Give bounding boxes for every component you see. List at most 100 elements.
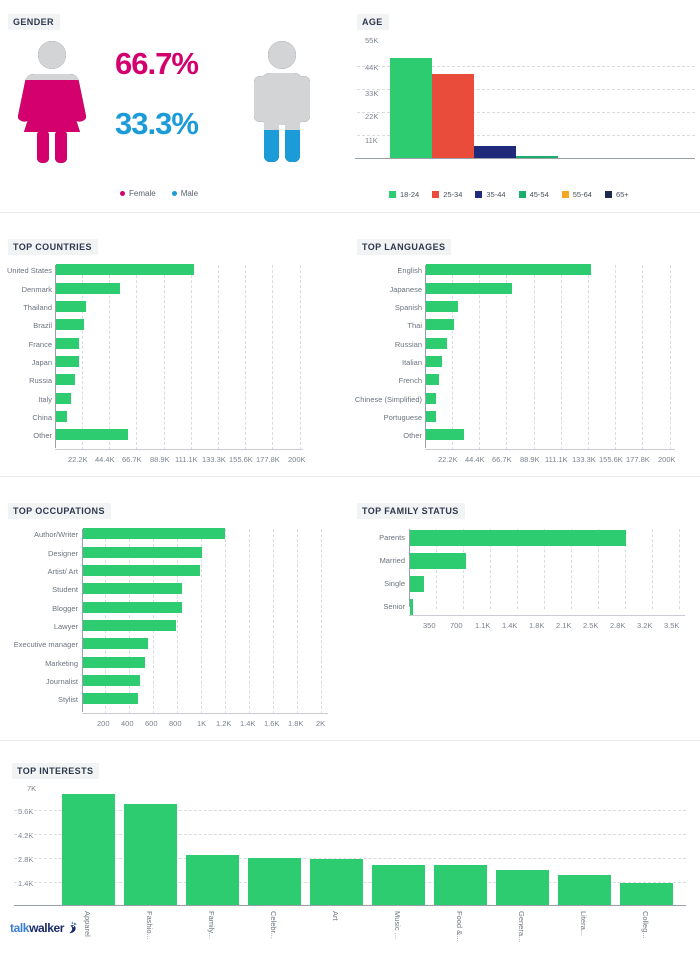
interests-bar-2[interactable] <box>186 855 239 905</box>
countries-y-axis <box>55 265 56 448</box>
countries-bar-6[interactable] <box>56 374 75 385</box>
occupations-bar-2[interactable] <box>83 565 200 576</box>
occupations-bar-8[interactable] <box>83 675 140 686</box>
panel-top-occupations: TOP OCCUPATIONS Author/Writer Designer A… <box>0 477 347 740</box>
family-bar-2[interactable] <box>410 576 424 592</box>
interests-cat-2: Family... <box>207 911 216 939</box>
interests-gridline-2-8k <box>14 858 686 859</box>
interests-ytick-1: 2.8K <box>18 855 34 864</box>
occupations-bar-5[interactable] <box>83 620 176 631</box>
family-xtick-6: 2.5K <box>583 621 599 630</box>
languages-bar-0[interactable] <box>426 264 591 275</box>
legend-dot-male-icon <box>171 191 177 196</box>
countries-xtick-0: 22.2K <box>68 455 88 464</box>
occupations-bar-1[interactable] <box>83 547 202 558</box>
languages-bar-7[interactable] <box>426 393 436 404</box>
languages-bar-6[interactable] <box>426 374 439 385</box>
legend-item-35-44: 35-44 <box>475 190 506 199</box>
languages-bar-4[interactable] <box>426 338 447 349</box>
logo-text-talk: talk <box>10 921 30 935</box>
age-gridline-22k <box>357 112 695 113</box>
occupations-bar-7[interactable] <box>83 657 145 668</box>
occupations-xtick-3: 800 <box>169 719 182 728</box>
countries-xtick-3: 88.9K <box>150 455 170 464</box>
family-gridline-6 <box>571 529 572 609</box>
interests-bar-3[interactable] <box>248 858 301 905</box>
languages-cat-0: English <box>397 266 422 275</box>
languages-bar-5[interactable] <box>426 356 442 367</box>
age-bar-35-44[interactable] <box>474 146 516 158</box>
legend-label-25-34: 25-34 <box>443 190 463 199</box>
age-bar-45-54[interactable] <box>516 156 558 158</box>
countries-bar-5[interactable] <box>56 356 79 367</box>
logo-text-walker: walker <box>29 921 65 935</box>
interests-ytick-4: 7K <box>27 784 37 793</box>
interests-bar-0[interactable] <box>62 794 115 905</box>
occupations-bar-9[interactable] <box>83 693 138 704</box>
countries-bar-0[interactable] <box>56 264 194 275</box>
family-xtick-9: 3.5K <box>664 621 680 630</box>
age-bar-25-34[interactable] <box>432 74 474 158</box>
countries-cat-6: Russia <box>29 376 52 385</box>
languages-bar-3[interactable] <box>426 319 454 330</box>
occupations-xtick-2: 600 <box>145 719 158 728</box>
family-bar-1[interactable] <box>410 553 466 569</box>
occupations-bar-4[interactable] <box>83 602 182 613</box>
family-gridline-9 <box>652 529 653 609</box>
occupations-bar-3[interactable] <box>83 583 182 594</box>
legend-label-18-24: 18-24 <box>400 190 420 199</box>
languages-cat-1: Japanese <box>389 285 422 294</box>
interests-bar-7[interactable] <box>496 870 549 905</box>
occupations-cat-7: Marketing <box>45 659 78 668</box>
interests-bar-4[interactable] <box>310 859 363 905</box>
family-bar-0[interactable] <box>410 530 626 546</box>
legend-label-female: Female <box>129 189 156 198</box>
occupations-gridline-10 <box>321 529 322 714</box>
family-gridline-5 <box>544 529 545 609</box>
panel-top-interests: TOP INTERESTS 7K 5.6K 4.2K 2.8K 1.4K App… <box>0 741 700 957</box>
divider-row-1 <box>0 212 700 213</box>
panel-title-top-family-status: TOP FAMILY STATUS <box>357 503 465 519</box>
interests-bar-6[interactable] <box>434 865 487 905</box>
female-percentage: 66.7% <box>115 46 199 81</box>
occupations-bar-0[interactable] <box>83 528 225 539</box>
countries-bar-9[interactable] <box>56 429 128 440</box>
legend-item-55-64: 55-64 <box>561 190 592 199</box>
countries-x-axis <box>55 449 303 450</box>
countries-cat-3: Brazil <box>33 321 52 330</box>
countries-bar-7[interactable] <box>56 393 71 404</box>
languages-bar-2[interactable] <box>426 301 458 312</box>
countries-gridline-4 <box>164 265 165 450</box>
countries-bar-2[interactable] <box>56 301 86 312</box>
family-bar-3[interactable] <box>410 599 413 615</box>
languages-gridline-9 <box>670 265 671 450</box>
interests-bar-5[interactable] <box>372 865 425 905</box>
languages-bar-1[interactable] <box>426 283 512 294</box>
occupations-cat-5: Lawyer <box>53 622 78 631</box>
countries-gridline-2 <box>109 265 110 450</box>
interests-bar-9[interactable] <box>620 883 673 905</box>
countries-bar-1[interactable] <box>56 283 120 294</box>
interests-bar-1[interactable] <box>124 804 177 905</box>
languages-bar-8[interactable] <box>426 411 436 422</box>
family-cat-3: Senior <box>383 602 405 611</box>
interests-bar-8[interactable] <box>558 875 611 905</box>
panel-title-top-countries: TOP COUNTRIES <box>8 239 98 255</box>
occupations-bar-6[interactable] <box>83 638 148 649</box>
countries-bar-4[interactable] <box>56 338 79 349</box>
legend-item-65-plus: 65+ <box>604 190 629 199</box>
family-y-axis <box>409 529 410 607</box>
occupations-cat-6: Executive manager <box>13 640 78 649</box>
gender-legend: Female Male <box>120 189 198 198</box>
countries-bar-8[interactable] <box>56 411 67 422</box>
occupations-xtick-7: 1.6K <box>264 719 280 728</box>
countries-xtick-6: 155.6K <box>229 455 253 464</box>
countries-bar-3[interactable] <box>56 319 84 330</box>
languages-cat-6: French <box>398 376 422 385</box>
languages-bar-9[interactable] <box>426 429 464 440</box>
interests-ytick-3: 5.6K <box>18 807 34 816</box>
panel-gender: GENDER 66.7% 33.3% <box>0 0 347 212</box>
age-legend: 18-24 25-34 35-44 45-54 55-64 65+ <box>389 190 629 199</box>
languages-cat-7: Chinese (Simplified) <box>354 395 422 404</box>
age-bar-18-24[interactable] <box>390 58 432 158</box>
